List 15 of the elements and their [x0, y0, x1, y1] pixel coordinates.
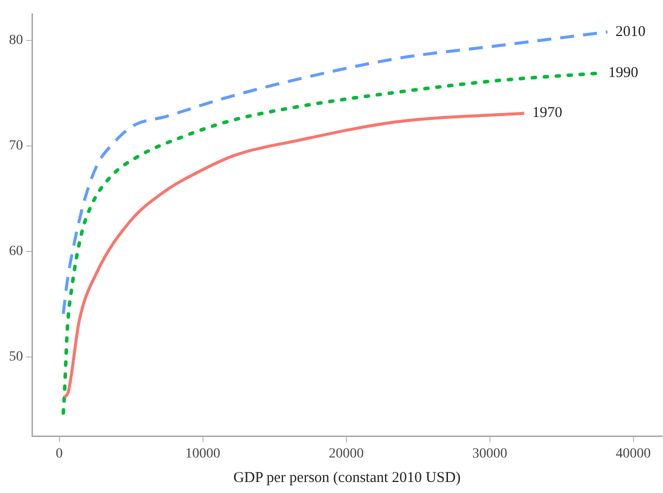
series-label: 1970	[532, 105, 562, 122]
x-tick-label: 0	[56, 446, 63, 462]
y-tick-label: 60	[9, 244, 23, 260]
y-tick-label: 80	[9, 33, 23, 48]
x-axis-title: GDP per person (constant 2010 USD)	[233, 470, 461, 486]
y-tick-label: 70	[9, 138, 23, 154]
line-series	[62, 30, 609, 316]
x-tick-label: 40000	[616, 446, 651, 462]
line-series	[62, 112, 526, 399]
y-tick-label: 50	[9, 350, 23, 365]
series-label: 1990	[608, 65, 638, 82]
series-label: 2010	[615, 24, 646, 40]
x-tick-label: 30000	[472, 446, 508, 462]
x-tick-label: 10000	[185, 446, 220, 462]
x-tick-label: 20000	[328, 446, 364, 462]
